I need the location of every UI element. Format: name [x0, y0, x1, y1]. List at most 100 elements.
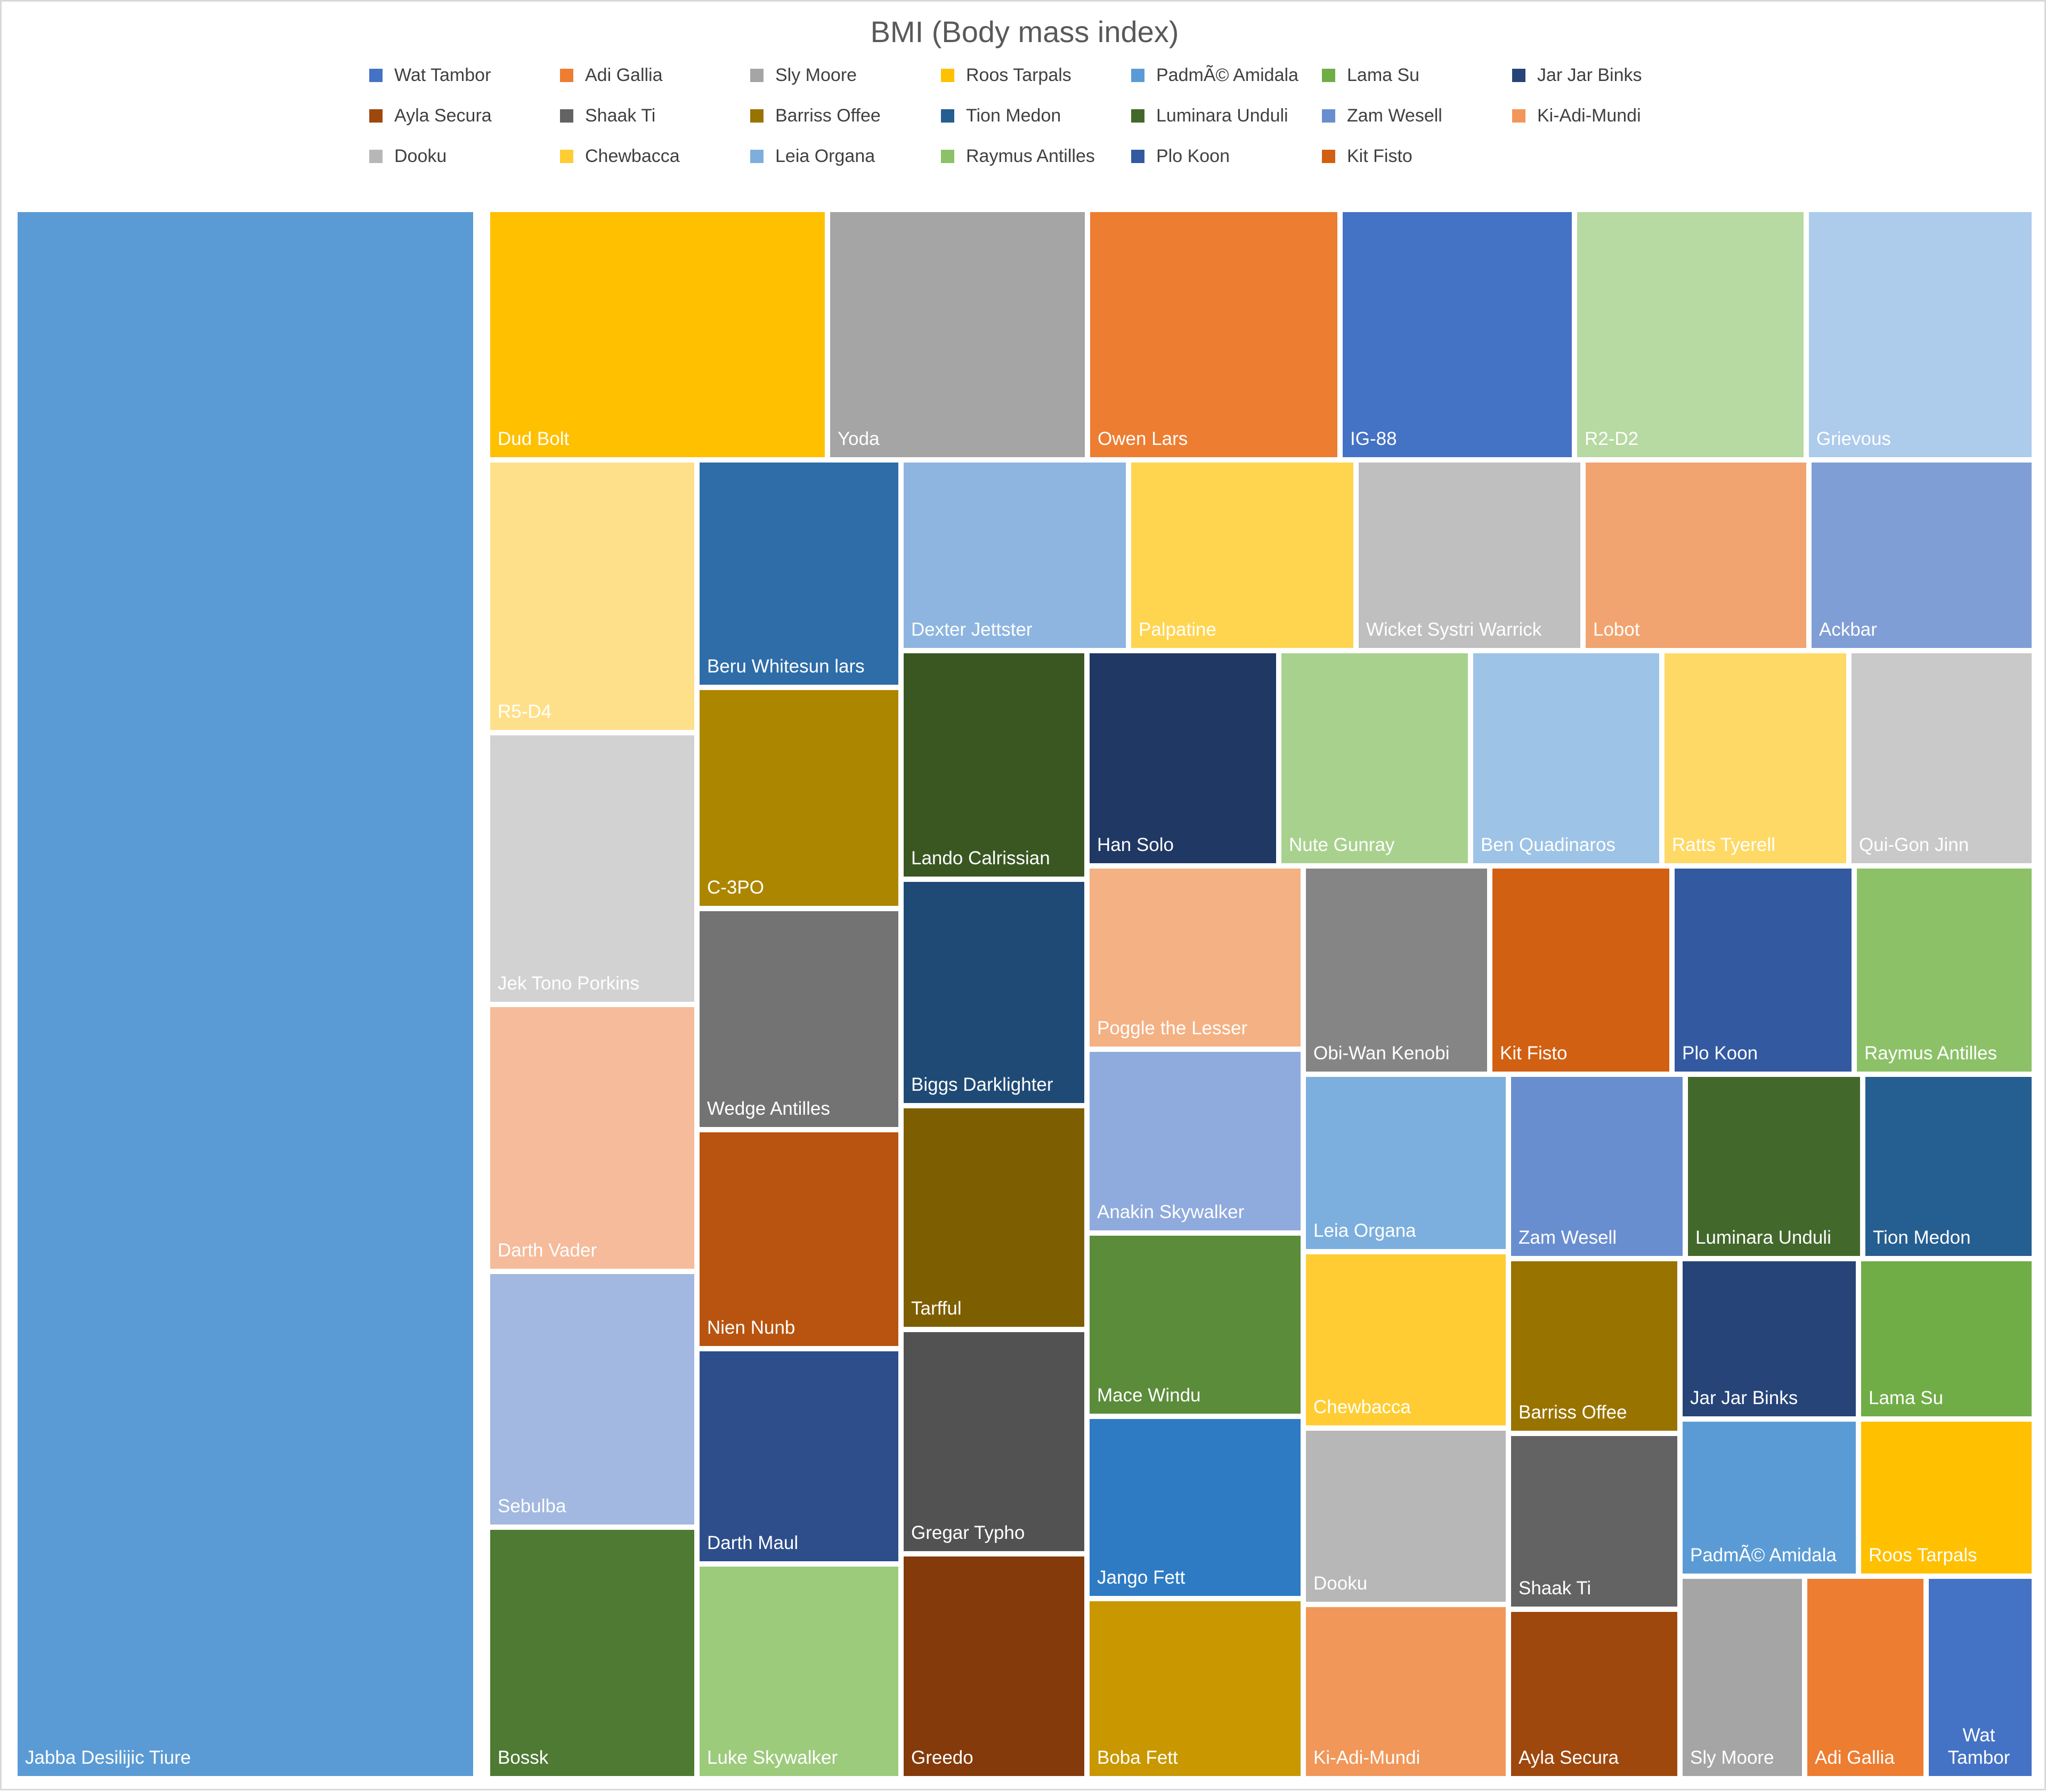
treemap-tile[interactable]: Adi Gallia: [1805, 1576, 1926, 1779]
tile-label: Jabba Desilijic Tiure: [25, 1747, 191, 1768]
legend-label: Adi Gallia: [585, 64, 663, 85]
tile-label: Zam Wesell: [1519, 1227, 1617, 1248]
legend-label: Shaak Ti: [585, 105, 656, 126]
treemap-tile[interactable]: Mace Windu: [1087, 1233, 1303, 1416]
treemap-tile[interactable]: PadmÃ© Amidala: [1680, 1419, 1858, 1576]
treemap-tile[interactable]: Dooku: [1303, 1428, 1508, 1604]
treemap-tile[interactable]: Chewbacca: [1303, 1252, 1508, 1428]
legend-item[interactable]: Ayla Secura: [369, 101, 492, 131]
treemap-tile[interactable]: Kit Fisto: [1490, 866, 1672, 1074]
treemap-tile[interactable]: Wicket Systri Warrick: [1356, 460, 1583, 651]
treemap-tile[interactable]: Gregar Typho: [901, 1329, 1087, 1554]
treemap-tile[interactable]: Yoda: [827, 209, 1087, 460]
treemap-tile[interactable]: Nute Gunray: [1279, 651, 1471, 866]
legend-item[interactable]: Shaak Ti: [560, 101, 655, 131]
tile-label: Tion Medon: [1873, 1227, 1971, 1248]
treemap-tile[interactable]: Anakin Skywalker: [1087, 1049, 1303, 1233]
treemap-tile[interactable]: Han Solo: [1087, 651, 1279, 866]
tile-label: Lama Su: [1869, 1387, 1944, 1408]
legend-item[interactable]: Plo Koon: [1131, 141, 1230, 171]
legend-item[interactable]: Kit Fisto: [1322, 141, 1412, 171]
treemap-tile[interactable]: Luminara Unduli: [1685, 1074, 1863, 1259]
tile-label: Darth Vader: [498, 1239, 597, 1261]
tile-label: R2-D2: [1585, 428, 1639, 449]
treemap-tile[interactable]: Jango Fett: [1087, 1416, 1303, 1599]
treemap-tile[interactable]: Nien Nunb: [697, 1130, 901, 1349]
legend-item[interactable]: PadmÃ© Amidala: [1131, 60, 1298, 90]
treemap-tile[interactable]: C-3PO: [697, 687, 901, 909]
treemap-tile[interactable]: Jabba Desilijic Tiure: [15, 209, 476, 1779]
legend-item[interactable]: Barriss Offee: [750, 101, 881, 131]
treemap-tile[interactable]: Owen Lars: [1087, 209, 1340, 460]
legend-item[interactable]: Dooku: [369, 141, 446, 171]
legend-item[interactable]: Luminara Unduli: [1131, 101, 1288, 131]
treemap-tile[interactable]: Ben Quadinaros: [1471, 651, 1662, 866]
treemap-tile[interactable]: Wat Tambor: [1926, 1576, 2034, 1779]
treemap-tile[interactable]: Bossk: [488, 1527, 697, 1779]
treemap-tile[interactable]: Obi-Wan Kenobi: [1303, 866, 1490, 1074]
treemap-tile[interactable]: Beru Whitesun lars: [697, 460, 901, 687]
legend-item[interactable]: Sly Moore: [750, 60, 857, 90]
treemap-tile[interactable]: Leia Organa: [1303, 1074, 1508, 1252]
treemap-tile[interactable]: Grievous: [1806, 209, 2034, 460]
legend-item[interactable]: Ki-Adi-Mundi: [1512, 101, 1641, 131]
legend-item[interactable]: Jar Jar Binks: [1512, 60, 1642, 90]
treemap-tile[interactable]: Barriss Offee: [1508, 1259, 1680, 1433]
tile-label: Biggs Darklighter: [911, 1074, 1053, 1095]
legend-label: Plo Koon: [1156, 145, 1230, 166]
legend-swatch: [941, 109, 954, 123]
tile-label: Greedo: [911, 1747, 973, 1768]
treemap-tile[interactable]: Sly Moore: [1680, 1576, 1805, 1779]
treemap-tile[interactable]: R5-D4: [488, 460, 697, 733]
treemap-tile[interactable]: Boba Fett: [1087, 1599, 1303, 1779]
treemap-tile[interactable]: Tarfful: [901, 1106, 1087, 1329]
treemap-tile[interactable]: Zam Wesell: [1508, 1074, 1685, 1259]
treemap-tile[interactable]: Jek Tono Porkins: [488, 733, 697, 1004]
treemap-tile[interactable]: Raymus Antilles: [1854, 866, 2034, 1074]
tile-label: Anakin Skywalker: [1097, 1201, 1245, 1222]
treemap-tile[interactable]: Shaak Ti: [1508, 1433, 1680, 1609]
legend-item[interactable]: Raymus Antilles: [941, 141, 1095, 171]
treemap-tile[interactable]: Sebulba: [488, 1271, 697, 1527]
legend-label: Leia Organa: [775, 145, 875, 166]
treemap-tile[interactable]: Palpatine: [1128, 460, 1356, 651]
legend-item[interactable]: Zam Wesell: [1322, 101, 1442, 131]
legend-item[interactable]: Leia Organa: [750, 141, 875, 171]
legend-item[interactable]: Tion Medon: [941, 101, 1061, 131]
treemap-tile[interactable]: Ackbar: [1809, 460, 2034, 651]
treemap-tile[interactable]: Lando Calrissian: [901, 651, 1087, 879]
treemap-tile[interactable]: Roos Tarpals: [1858, 1419, 2034, 1576]
tile-label: Gregar Typho: [911, 1522, 1025, 1543]
treemap-tile[interactable]: Biggs Darklighter: [901, 879, 1087, 1106]
legend-item[interactable]: Lama Su: [1322, 60, 1419, 90]
treemap-tile[interactable]: Dud Bolt: [488, 209, 827, 460]
treemap-tile[interactable]: Plo Koon: [1672, 866, 1854, 1074]
tile-label: Sly Moore: [1690, 1747, 1774, 1768]
legend-label: Ki-Adi-Mundi: [1537, 105, 1641, 126]
treemap-tile[interactable]: Darth Vader: [488, 1004, 697, 1271]
treemap-tile[interactable]: Lama Su: [1858, 1259, 2034, 1419]
legend-item[interactable]: Chewbacca: [560, 141, 680, 171]
treemap-tile[interactable]: Dexter Jettster: [901, 460, 1128, 651]
treemap-tile[interactable]: Greedo: [901, 1554, 1087, 1779]
legend-swatch: [941, 149, 954, 163]
treemap-tile[interactable]: Lobot: [1583, 460, 1809, 651]
treemap-tile[interactable]: Ayla Secura: [1508, 1609, 1680, 1779]
treemap-tile[interactable]: Tion Medon: [1863, 1074, 2034, 1259]
treemap-tile[interactable]: Wedge Antilles: [697, 909, 901, 1130]
treemap-tile[interactable]: R2-D2: [1574, 209, 1806, 460]
treemap-tile[interactable]: Darth Maul: [697, 1349, 901, 1564]
treemap-tile[interactable]: Ki-Adi-Mundi: [1303, 1604, 1508, 1779]
legend-item[interactable]: Roos Tarpals: [941, 60, 1071, 90]
legend-item[interactable]: Wat Tambor: [369, 60, 491, 90]
legend-item[interactable]: Adi Gallia: [560, 60, 663, 90]
treemap-tile[interactable]: Luke Skywalker: [697, 1564, 901, 1779]
treemap-tile[interactable]: Qui-Gon Jinn: [1849, 651, 2034, 866]
tile-label: R5-D4: [498, 701, 552, 722]
tile-label: Bossk: [498, 1747, 549, 1768]
treemap-tile[interactable]: Ratts Tyerell: [1662, 651, 1849, 866]
treemap-tile[interactable]: Poggle the Lesser: [1087, 866, 1303, 1049]
treemap-tile[interactable]: Jar Jar Binks: [1680, 1259, 1858, 1419]
tile-label: Ackbar: [1819, 619, 1877, 640]
treemap-tile[interactable]: IG-88: [1340, 209, 1574, 460]
